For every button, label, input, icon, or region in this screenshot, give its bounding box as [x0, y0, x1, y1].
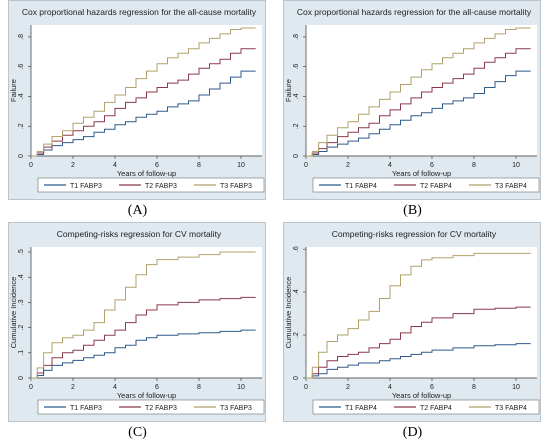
y-axis-label: Cumulative Incidence: [9, 277, 18, 349]
legend-label: T1 FABP4: [345, 183, 377, 190]
x-tick-label: 2: [346, 384, 350, 391]
y-tick-label: 0: [293, 154, 300, 158]
x-tick-label: 8: [197, 162, 201, 169]
x-tick-label: 10: [237, 162, 245, 169]
legend-box: [312, 177, 540, 193]
x-tick-label: 0: [29, 162, 33, 169]
series-line-3: [31, 27, 256, 157]
series-line-2: [31, 296, 256, 379]
y-tick-label: .4: [18, 274, 25, 280]
legend-label: T2 FABP4: [420, 183, 452, 190]
x-tick-label: 8: [472, 384, 476, 391]
series-line-3: [306, 252, 531, 379]
chart-title: Competing-risks regression for CV mortal…: [57, 229, 222, 239]
series-line-1: [306, 343, 531, 379]
x-tick-label: 4: [388, 384, 392, 391]
x-tick-label: 6: [155, 384, 159, 391]
y-tick-label: .4: [293, 93, 300, 99]
y-tick-label: .6: [293, 64, 300, 70]
plot-area: [31, 25, 262, 156]
panel-label: (D): [402, 425, 423, 440]
x-tick-label: 2: [71, 384, 75, 391]
series-line-2: [31, 48, 256, 157]
y-tick-label: 0: [18, 376, 25, 380]
x-tick-label: 4: [113, 384, 117, 391]
legend-label: T1 FABP4: [345, 405, 377, 412]
chart-title: Cox proportional hazards regression for …: [297, 7, 532, 17]
y-tick-label: .6: [18, 64, 25, 70]
x-tick-label: 6: [430, 384, 434, 391]
y-tick-label: .2: [293, 332, 300, 338]
plot-area: [306, 25, 537, 156]
x-tick-label: 4: [113, 162, 117, 169]
y-tick-label: .4: [293, 289, 300, 295]
x-tick-label: 10: [512, 384, 520, 391]
legend-label: T2 FABP3: [145, 405, 177, 412]
y-tick-label: .8: [293, 34, 300, 40]
panel-a: Cox proportional hazards regression for …: [0, 0, 275, 222]
y-axis-label: Failure: [284, 79, 293, 102]
panel-label: (A): [127, 203, 148, 218]
chart-svg: Competing-risks regression for CV mortal…: [9, 229, 265, 415]
legend-box: [37, 399, 265, 415]
x-tick-label: 6: [155, 162, 159, 169]
x-axis-label: Years of follow-up: [117, 169, 176, 178]
x-tick-label: 8: [197, 384, 201, 391]
legend-label: T3 FABP4: [495, 405, 527, 412]
y-tick-label: 0: [18, 154, 25, 158]
y-tick-label: .3: [18, 299, 25, 305]
series-line-1: [306, 70, 531, 157]
chart-svg: Cox proportional hazards regression for …: [9, 7, 265, 193]
x-axis-label: Years of follow-up: [392, 169, 451, 178]
legend-box: [312, 399, 540, 415]
series-line-2: [306, 306, 531, 379]
y-tick-label: .2: [18, 325, 25, 331]
legend-label: T3 FABP4: [495, 183, 527, 190]
x-tick-label: 6: [430, 162, 434, 169]
series-line-3: [31, 251, 256, 379]
legend-label: T1 FABP3: [70, 405, 102, 412]
legend-label: T3 FABP3: [220, 405, 252, 412]
panel-label: (C): [128, 425, 147, 440]
y-tick-label: .1: [18, 350, 25, 356]
chart-title: Competing-risks regression for CV mortal…: [332, 229, 497, 239]
y-axis-label: Cumulative Incidence: [284, 277, 293, 349]
panel-label: (B): [403, 203, 422, 218]
panel-d: Competing-risks regression for CV mortal…: [275, 222, 550, 444]
y-tick-label: .4: [18, 93, 25, 99]
panel-b: Cox proportional hazards regression for …: [275, 0, 550, 222]
x-tick-label: 0: [304, 162, 308, 169]
y-axis-label: Failure: [9, 79, 18, 102]
x-tick-label: 2: [346, 162, 350, 169]
y-tick-label: .8: [18, 34, 25, 40]
y-tick-label: .2: [18, 123, 25, 129]
legend-label: T2 FABP3: [145, 183, 177, 190]
x-tick-label: 2: [71, 162, 75, 169]
x-tick-label: 8: [472, 162, 476, 169]
series-line-1: [31, 70, 256, 157]
chart-title: Cox proportional hazards regression for …: [22, 7, 257, 17]
series-line-3: [306, 27, 531, 157]
y-tick-label: .6: [293, 246, 300, 252]
x-tick-label: 4: [388, 162, 392, 169]
x-axis-label: Years of follow-up: [392, 391, 451, 400]
chart-svg: Cox proportional hazards regression for …: [284, 7, 540, 193]
x-tick-label: 0: [304, 384, 308, 391]
x-tick-label: 0: [29, 384, 33, 391]
legend-box: [37, 177, 265, 193]
series-line-1: [31, 329, 256, 379]
x-tick-label: 10: [237, 384, 245, 391]
series-line-2: [306, 48, 531, 157]
panel-c: Competing-risks regression for CV mortal…: [0, 222, 275, 444]
legend-label: T2 FABP4: [420, 405, 452, 412]
y-tick-label: 0: [293, 376, 300, 380]
legend-label: T3 FABP3: [220, 183, 252, 190]
y-tick-label: .2: [293, 123, 300, 129]
x-axis-label: Years of follow-up: [117, 391, 176, 400]
legend-label: T1 FABP3: [70, 183, 102, 190]
x-tick-label: 10: [512, 162, 520, 169]
chart-svg: Competing-risks regression for CV mortal…: [284, 229, 540, 415]
y-tick-label: .5: [18, 249, 25, 255]
